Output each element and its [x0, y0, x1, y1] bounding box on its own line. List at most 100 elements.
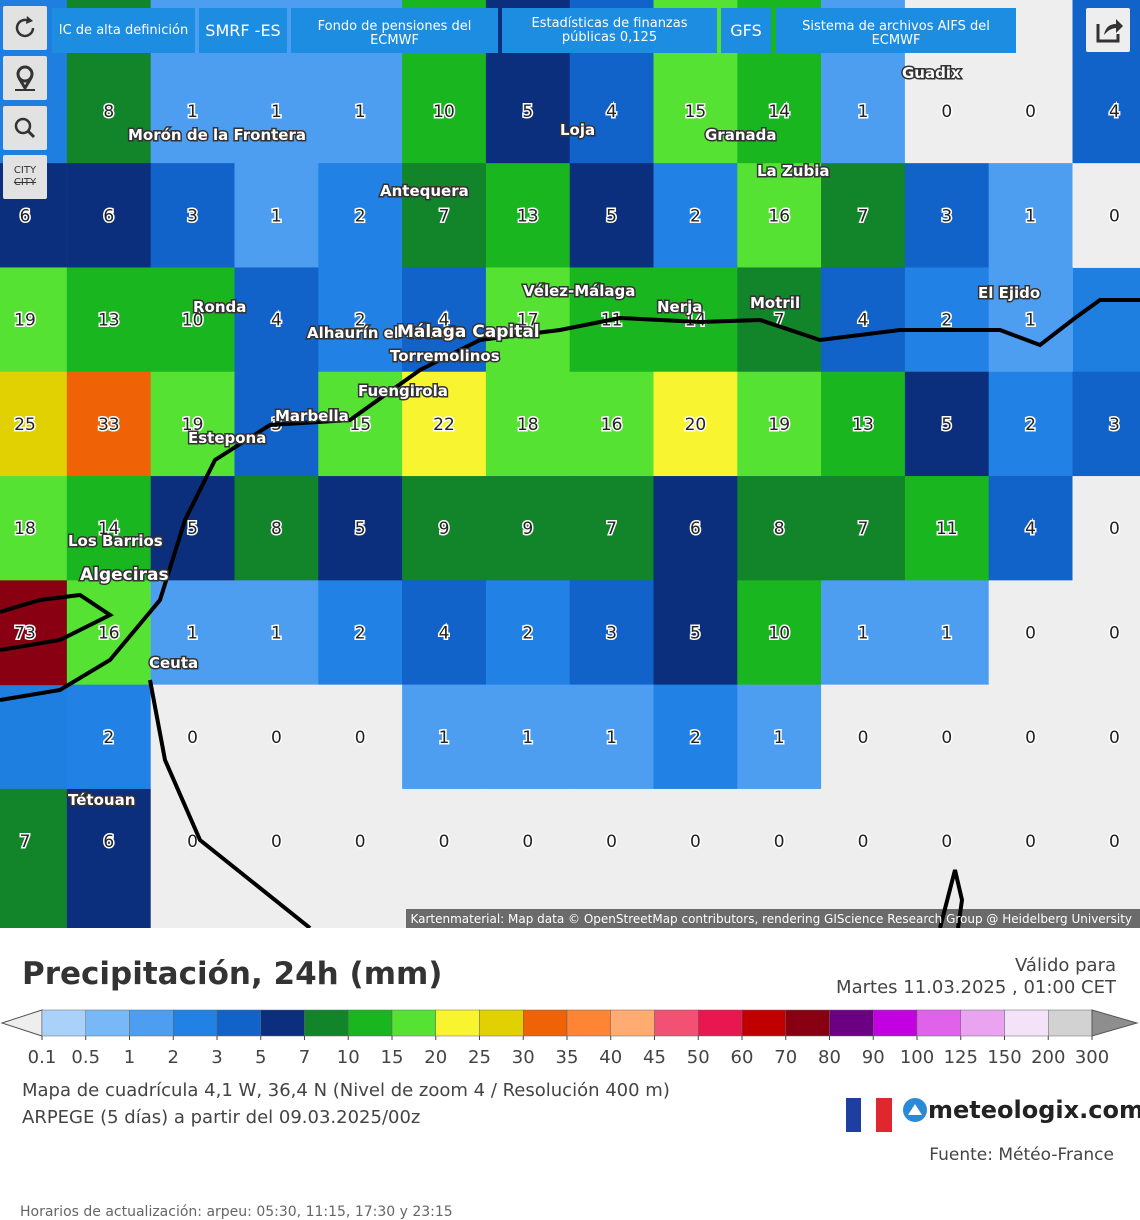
cell-value: 13: [517, 206, 539, 226]
cell-value: 20: [685, 415, 707, 435]
cell-value: 11: [936, 519, 958, 539]
legend-swatch: [392, 1010, 436, 1036]
legend-under: [2, 1010, 42, 1036]
cell-value: 5: [187, 519, 198, 539]
place-label: Algeciras: [80, 565, 169, 585]
legend-swatch: [1048, 1010, 1092, 1036]
precip-cell: [486, 789, 570, 928]
legend-tick-label: 25: [468, 1047, 491, 1065]
cell-value: 1: [774, 728, 785, 748]
cell-value: 19: [14, 311, 36, 331]
legend-tick-label: 90: [862, 1047, 885, 1065]
cell-value: 3: [606, 624, 617, 644]
cell-value: 1: [187, 102, 198, 122]
location-button[interactable]: [3, 56, 47, 100]
cell-value: 0: [1109, 832, 1120, 852]
zoom-button[interactable]: [3, 106, 47, 150]
toolbar-button[interactable]: Fondo de pensiones del ECMWF: [291, 8, 498, 53]
cell-value: 1: [1025, 311, 1036, 331]
precip-cell: [1073, 685, 1140, 790]
cell-value: 7: [858, 206, 869, 226]
cell-value: 2: [941, 311, 952, 331]
legend-tick-label: 0.1: [28, 1047, 57, 1065]
cell-value: 0: [1025, 832, 1036, 852]
cell-value: 4: [1109, 102, 1120, 122]
legend-tick-label: 35: [556, 1047, 579, 1065]
legend-swatch: [611, 1010, 655, 1036]
brand-name: meteologix.com: [928, 1096, 1140, 1124]
legend-swatch: [348, 1010, 392, 1036]
legend-swatch: [830, 1010, 874, 1036]
cell-value: 6: [690, 519, 701, 539]
attribution: Kartenmaterial: Map data © OpenStreetMap…: [410, 912, 1132, 926]
valid-time: Martes 11.03.2025 , 01:00 CET: [836, 977, 1116, 999]
refresh-button[interactable]: [3, 6, 47, 50]
cell-value: 1: [858, 624, 869, 644]
cell-value: 1: [271, 206, 282, 226]
toolbar-button[interactable]: SMRF -ES: [199, 8, 287, 53]
cell-value: 5: [941, 415, 952, 435]
legend-tick-label: 80: [818, 1047, 841, 1065]
cell-value: 10: [768, 624, 790, 644]
legend-tick-label: 200: [1031, 1047, 1065, 1065]
place-label: La Zubia: [757, 162, 829, 180]
precip-cell: [989, 789, 1073, 928]
precip-cell: [0, 789, 67, 928]
cell-value: 1: [271, 624, 282, 644]
cell-value: 73: [14, 624, 36, 644]
legend-swatch: [480, 1010, 524, 1036]
cell-value: 8: [774, 519, 785, 539]
cell-value: 2: [103, 728, 114, 748]
cell-value: 4: [439, 624, 450, 644]
place-label: Fuengirola: [358, 382, 448, 400]
cell-value: 0: [690, 832, 701, 852]
place-label: Granada: [705, 126, 777, 144]
cell-value: 0: [858, 728, 869, 748]
precip-cell: [1073, 476, 1140, 581]
cell-value: 8: [103, 102, 114, 122]
legend-tick-label: 40: [599, 1047, 622, 1065]
toolbar-button[interactable]: Sistema de archivos AIFS del ECMWF: [776, 8, 1016, 53]
precip-cell: [654, 789, 738, 928]
cell-value: 16: [768, 206, 790, 226]
legend-swatch: [436, 1010, 480, 1036]
legend-tick-label: 3: [211, 1047, 222, 1065]
legend-swatch: [305, 1010, 349, 1036]
city-label: CITY: [14, 165, 36, 176]
legend-tick-label: 50: [687, 1047, 710, 1065]
valid-box: Válido para Martes 11.03.2025 , 01:00 CE…: [836, 955, 1116, 999]
cell-value: 9: [522, 519, 533, 539]
cell-value: 1: [187, 624, 198, 644]
legend-swatch: [961, 1010, 1005, 1036]
precip-cell: [1073, 163, 1140, 268]
toolbar-button[interactable]: GFS: [721, 8, 771, 53]
cell-value: 18: [14, 519, 36, 539]
cell-value: 1: [439, 728, 450, 748]
cell-value: 0: [606, 832, 617, 852]
toolbar-button[interactable]: IC de alta definición: [52, 8, 195, 53]
place-label: El Ejido: [978, 284, 1040, 302]
share-button[interactable]: [1086, 8, 1130, 52]
cell-value: 5: [522, 102, 533, 122]
legend-tick-label: 30: [512, 1047, 535, 1065]
legend-swatch: [786, 1010, 830, 1036]
cell-value: 8: [271, 519, 282, 539]
cell-value: 3: [187, 206, 198, 226]
brand: meteologix.com: [902, 1096, 1140, 1124]
cell-value: 5: [355, 519, 366, 539]
cell-value: 0: [1109, 624, 1120, 644]
cell-value: 0: [941, 102, 952, 122]
cell-value: 0: [271, 728, 282, 748]
legend-title: Precipitación, 24h (mm): [22, 956, 442, 992]
legend-swatch: [130, 1010, 174, 1036]
place-label: Loja: [560, 121, 595, 139]
legend-over: [1092, 1010, 1137, 1036]
cell-value: 10: [433, 102, 455, 122]
toolbar-button[interactable]: Estadísticas de finanzas públicas 0,125: [502, 8, 717, 53]
precip-cell: [318, 789, 402, 928]
city-label: CITY: [14, 177, 36, 188]
